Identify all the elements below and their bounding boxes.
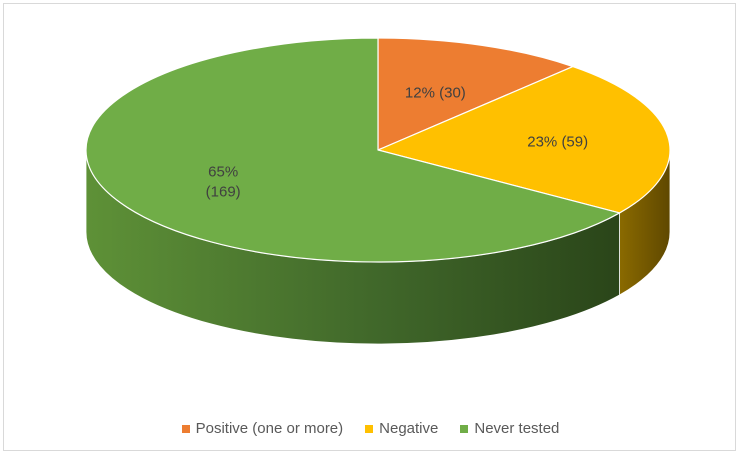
legend-item-positive: Positive (one or more) <box>181 420 344 437</box>
data-label-negative: 23% (59) <box>527 134 588 151</box>
pie-chart: 12% (30) 23% (59) 65% (169) <box>85 37 671 345</box>
legend-item-negative: Negative <box>365 420 438 437</box>
pie-slice-never-tested <box>85 37 621 263</box>
legend-label-positive: Positive (one or more) <box>195 420 344 437</box>
data-label-positive: 12% (30) <box>405 84 466 101</box>
chart-frame: 12% (30) 23% (59) 65% (169) Positive (one o… <box>3 3 736 451</box>
legend-swatch-never-tested <box>460 424 469 433</box>
legend-label-negative: Negative <box>379 420 439 437</box>
pie-slice-positive <box>377 37 574 151</box>
legend-swatch-negative <box>365 424 374 433</box>
legend-swatch-positive <box>181 424 190 433</box>
pie-labels: 12% (30) 23% (59) 65% (169) <box>206 84 588 200</box>
pie-slice-negative <box>377 65 671 214</box>
pie-tops <box>85 37 671 263</box>
legend-label-never-tested: Never tested <box>474 420 560 437</box>
legend: Positive (one or more) Negative Never te… <box>4 420 737 437</box>
data-label-never-tested: 65% (169) <box>206 163 241 200</box>
legend-item-never-tested: Never tested <box>460 420 559 437</box>
